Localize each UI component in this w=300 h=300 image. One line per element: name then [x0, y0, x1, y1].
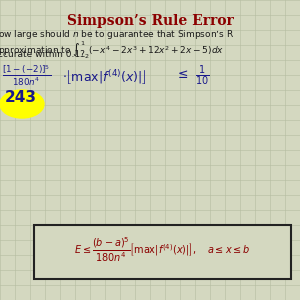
Text: $\frac{[1-(-2)]^5}{180n^4}$: $\frac{[1-(-2)]^5}{180n^4}$	[2, 64, 51, 88]
Text: Simpson’s Rule Error: Simpson’s Rule Error	[67, 14, 233, 28]
Text: ow large should $n$ be to guarantee that Simpson’s R: ow large should $n$ be to guarantee that…	[0, 28, 234, 41]
Text: ccurate within 0.1?: ccurate within 0.1?	[0, 50, 85, 59]
Text: $\frac{1}{10}$: $\frac{1}{10}$	[195, 64, 209, 88]
Text: 243: 243	[5, 91, 37, 106]
Text: $E \leq \dfrac{(b-a)^5}{180n^4}\left[\max|f^{(4)}(x)|\right], \quad a \leq x \le: $E \leq \dfrac{(b-a)^5}{180n^4}\left[\ma…	[74, 236, 251, 264]
Text: pproximation to $\int_{-2}^{1}(-x^4 - 2x^3 + 12x^2 + 2x - 5)dx$: pproximation to $\int_{-2}^{1}(-x^4 - 2x…	[0, 39, 224, 61]
FancyBboxPatch shape	[34, 225, 291, 279]
Ellipse shape	[0, 90, 44, 118]
Text: $\leq$: $\leq$	[175, 68, 189, 81]
Text: $\cdot \left\lfloor\max|f^{(4)}(x)|\right\rfloor$: $\cdot \left\lfloor\max|f^{(4)}(x)|\righ…	[62, 68, 147, 87]
